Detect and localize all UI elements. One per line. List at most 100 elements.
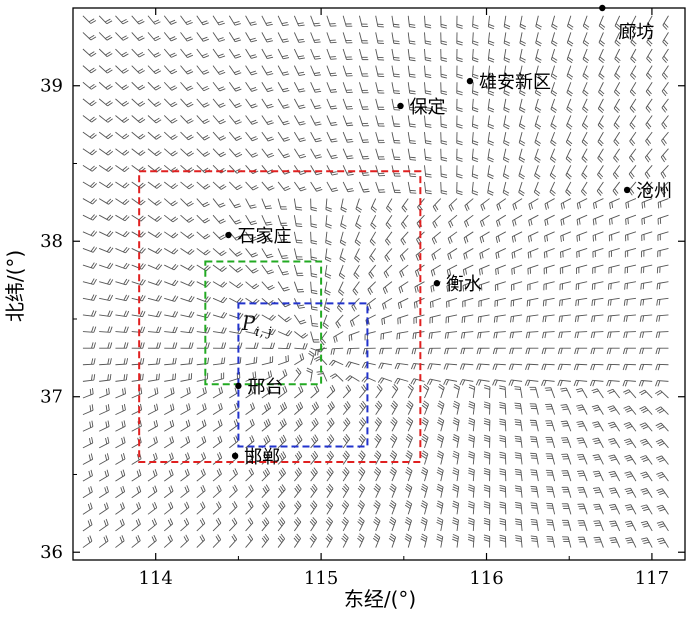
wind-barb-staff — [424, 165, 425, 176]
wind-barb — [278, 182, 290, 191]
wind-barb-flag — [499, 436, 505, 437]
wind-barb-staff — [582, 388, 587, 398]
wind-barb-flag — [126, 374, 127, 380]
wind-barb-staff — [408, 149, 410, 160]
wind-barb-staff — [246, 32, 252, 42]
wind-barb — [386, 215, 392, 229]
wind-barb-flag — [545, 316, 546, 322]
wind-barb — [181, 485, 190, 497]
wind-barb-flag — [235, 485, 238, 490]
wind-barb-flag — [300, 173, 306, 175]
wind-barb-flag — [441, 74, 447, 75]
wind-barb-flag — [251, 185, 256, 188]
wind-barb-staff — [511, 298, 522, 300]
wind-barb-staff — [424, 132, 425, 143]
wind-barb — [132, 486, 141, 498]
wind-barb-flag — [265, 486, 268, 491]
wind-barb-flag — [641, 425, 646, 427]
wind-barb — [148, 358, 160, 365]
wind-barb-flag — [315, 58, 321, 59]
wind-barb — [408, 16, 415, 28]
wind-barb-flag — [200, 536, 203, 541]
wind-barb — [148, 486, 157, 498]
wind-barb-flag — [607, 380, 609, 386]
wind-barb-staff — [480, 248, 490, 253]
wind-barb-flag — [172, 104, 177, 107]
wind-barb — [327, 66, 337, 76]
wind-barb-flag — [311, 274, 317, 275]
wind-barb-flag — [504, 41, 509, 43]
wind-barb — [326, 215, 332, 228]
wind-barb — [327, 49, 337, 59]
wind-barb-flag — [468, 504, 474, 506]
wind-barb — [607, 380, 620, 386]
wind-barb-staff — [115, 394, 125, 398]
wind-barb-flag — [476, 380, 478, 385]
wind-barb-flag — [409, 58, 415, 59]
wind-barb-flag — [437, 506, 442, 509]
wind-barb-staff — [552, 520, 554, 531]
wind-barb — [343, 418, 350, 431]
wind-barb-staff — [479, 265, 489, 269]
wind-barb-flag — [460, 364, 462, 370]
wind-barb — [468, 401, 474, 414]
wind-barb-staff — [294, 473, 301, 481]
wind-barb-flag — [509, 364, 511, 370]
wind-barb-flag — [481, 316, 482, 322]
wind-barb — [614, 115, 620, 129]
wind-barb-flag — [347, 109, 353, 110]
wind-barb-flag — [609, 364, 611, 370]
wind-barb-flag — [398, 348, 399, 354]
wind-barb-flag — [594, 473, 600, 474]
wind-barb-flag — [219, 56, 225, 58]
wind-barb-flag — [202, 54, 208, 56]
wind-barb-flag — [232, 520, 235, 525]
wind-barb-flag — [169, 454, 171, 460]
wind-barb-flag — [326, 257, 332, 259]
wind-barb-flag — [201, 487, 204, 492]
wind-barb-flag — [121, 36, 126, 39]
wind-barb-flag — [578, 316, 579, 322]
wind-barb — [342, 517, 349, 531]
wind-barb-staff — [262, 490, 270, 498]
wind-barb-flag — [267, 153, 273, 155]
wind-barb-staff — [278, 49, 283, 59]
wind-barb — [468, 501, 474, 514]
wind-barb-flag — [411, 379, 414, 384]
wind-barb-flag — [154, 535, 157, 540]
wind-barb-flag — [453, 518, 459, 520]
wind-barb-staff — [646, 115, 652, 124]
wind-barb-flag — [107, 279, 110, 284]
wind-barb — [441, 165, 447, 177]
wind-barb — [405, 484, 412, 498]
wind-barb-flag — [405, 539, 410, 542]
wind-barb-flag — [267, 186, 272, 189]
wind-barb — [99, 326, 112, 332]
wind-barb — [262, 343, 275, 349]
wind-barb-flag — [425, 24, 431, 25]
wind-barb — [642, 248, 653, 257]
wind-barb-flag — [464, 238, 466, 244]
wind-barb-flag — [173, 342, 175, 348]
wind-barb — [577, 438, 587, 448]
wind-barb — [591, 332, 603, 338]
wind-barb — [424, 32, 431, 44]
wind-barb-flag — [577, 220, 578, 226]
wind-barb — [641, 538, 652, 548]
wind-barb — [359, 16, 368, 27]
wind-barb-flag — [623, 348, 625, 354]
wind-barb — [213, 199, 225, 208]
wind-barb-flag — [542, 348, 544, 354]
wind-barb — [359, 115, 368, 125]
wind-barb — [499, 402, 506, 414]
wind-barb-flag — [484, 435, 490, 437]
wind-barb-staff — [446, 364, 457, 365]
wind-barb-staff — [368, 282, 376, 290]
wind-barb-flag — [500, 535, 506, 536]
wind-barb-flag — [362, 156, 368, 157]
wind-barb-flag — [425, 141, 431, 142]
wind-barb-staff — [414, 332, 425, 334]
wind-barb-flag — [120, 520, 122, 526]
wind-barb — [493, 348, 506, 354]
wind-barb-staff — [213, 425, 222, 431]
